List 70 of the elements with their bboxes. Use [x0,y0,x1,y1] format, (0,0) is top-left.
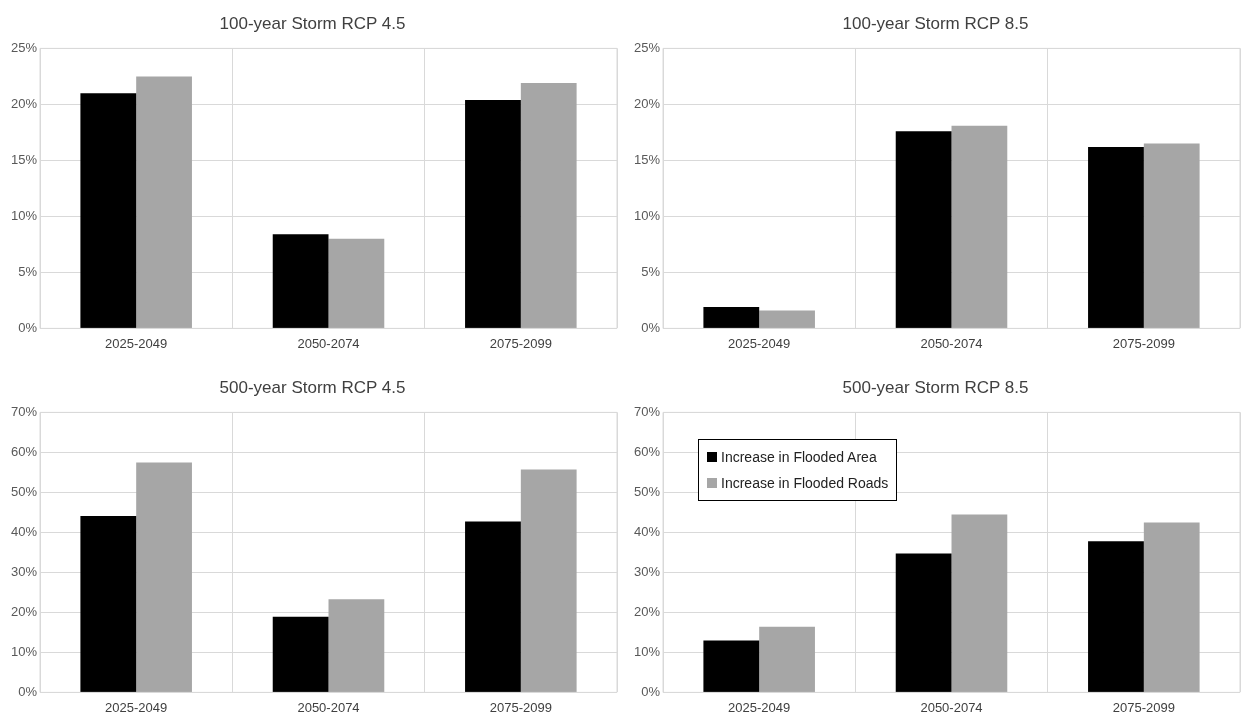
y-tick-label: 20% [10,603,38,619]
chart-title: 500-year Storm RCP 4.5 [219,377,406,397]
bar [80,516,137,692]
y-tick-label: 10% [633,643,661,659]
y-tick-label: 15% [633,151,661,167]
bar [703,307,760,328]
bar [895,131,952,328]
bar [80,93,137,328]
y-tick-label: 50% [633,483,661,499]
y-tick-label: 5% [18,263,38,279]
bar [951,125,1008,328]
y-tick-label: 30% [10,563,38,579]
bar [1088,541,1144,692]
bar [951,514,1008,692]
legend-label: Increase in Flooded Area [721,449,877,466]
y-tick-label: 10% [633,207,661,223]
y-tick-label: 70% [10,403,38,419]
y-tick-label: 15% [10,151,38,167]
bar [465,521,521,692]
y-tick-label: 50% [10,483,38,499]
bar [136,76,192,328]
y-tick-label: 60% [10,443,38,459]
x-tick-label: 2075-2099 [489,335,552,351]
bar [520,83,577,328]
bar [328,599,385,692]
y-tick-label: 0% [18,319,38,335]
y-tick-label: 25% [10,39,38,55]
y-tick-label: 60% [633,443,661,459]
y-tick-label: 40% [633,523,661,539]
chart-title: 100-year Storm RCP 8.5 [842,13,1029,33]
y-tick-label: 0% [641,319,661,335]
chart-title: 100-year Storm RCP 4.5 [219,13,406,33]
bar [272,234,329,328]
x-tick-label: 2025-2049 [728,699,791,715]
bar [703,640,760,692]
y-tick-label: 25% [633,39,661,55]
x-tick-label: 2025-2049 [728,335,791,351]
y-tick-label: 40% [10,523,38,539]
y-tick-label: 70% [633,403,661,419]
bar [328,238,385,328]
bar [1143,522,1200,692]
y-tick-label: 10% [10,643,38,659]
bar [1143,143,1200,328]
bar [759,310,815,328]
y-tick-label: 30% [633,563,661,579]
y-tick-label: 20% [10,95,38,111]
x-tick-label: 2050-2074 [297,699,360,715]
legend-label: Increase in Flooded Roads [721,475,889,492]
x-tick-label: 2025-2049 [105,335,168,351]
x-tick-label: 2050-2074 [920,335,983,351]
x-tick-label: 2075-2099 [489,699,552,715]
chart-title: 500-year Storm RCP 8.5 [842,377,1029,397]
y-tick-label: 5% [641,263,661,279]
x-tick-label: 2025-2049 [105,699,168,715]
y-tick-label: 20% [633,603,661,619]
y-tick-label: 0% [641,683,661,699]
bar [136,462,192,692]
x-tick-label: 2075-2099 [1112,335,1175,351]
bar [1088,146,1144,328]
y-tick-label: 20% [633,95,661,111]
x-tick-label: 2050-2074 [920,699,983,715]
y-tick-label: 10% [10,207,38,223]
y-tick-label: 0% [18,683,38,699]
bar [520,469,577,692]
bar [272,616,329,692]
bar [465,99,521,328]
x-tick-label: 2050-2074 [297,335,360,351]
x-tick-label: 2075-2099 [1112,699,1175,715]
bar [759,626,815,692]
bar [895,553,952,692]
